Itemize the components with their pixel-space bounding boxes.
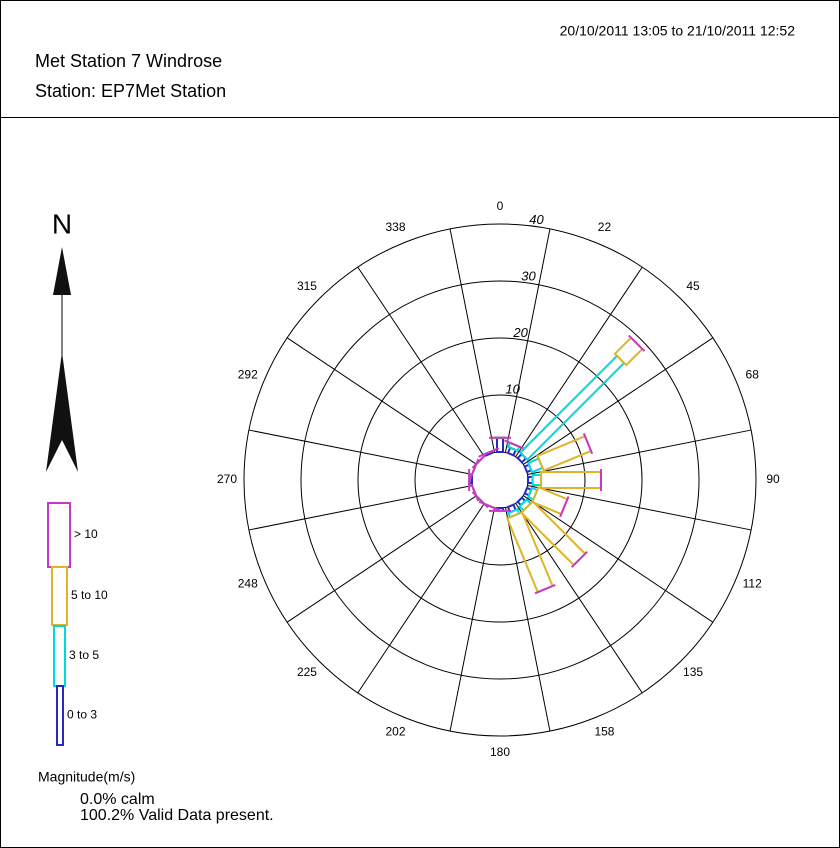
- direction-label: 135: [683, 665, 703, 679]
- direction-label: 202: [386, 724, 406, 738]
- rose-segment: [531, 474, 543, 486]
- north-arrow: [46, 247, 78, 472]
- ring: [243, 223, 757, 737]
- rose-segment: [471, 491, 489, 509]
- direction-label: 45: [686, 279, 700, 293]
- ring: [414, 394, 586, 566]
- rose-segment: [478, 447, 500, 458]
- direction-label: 225: [297, 665, 317, 679]
- legend-swatch: [51, 566, 68, 626]
- rose-segment: [570, 550, 588, 568]
- calm-note: 0.0% calm: [80, 791, 155, 808]
- valid-note: 100.2% Valid Data present.: [80, 807, 274, 824]
- direction-label: 158: [594, 724, 614, 738]
- ring: [300, 280, 700, 680]
- rose-segment: [582, 433, 594, 455]
- direction-label: 0: [497, 199, 504, 213]
- legend-swatch: [53, 625, 66, 687]
- legend-swatch: [56, 685, 64, 746]
- direction-label: 68: [746, 368, 760, 382]
- direction-label: 112: [743, 577, 762, 591]
- rose-segment: [496, 436, 504, 453]
- rose-segment: [540, 471, 602, 489]
- direction-label: 270: [217, 472, 237, 486]
- ring-label: 30: [521, 268, 536, 283]
- ring-label: 20: [512, 325, 528, 340]
- rose-segment: [468, 458, 480, 480]
- direction-label: 22: [598, 220, 612, 234]
- direction-label: 180: [490, 745, 510, 759]
- rose-segment: [478, 500, 500, 512]
- direction-label: 90: [766, 472, 780, 486]
- chart-title: Met Station 7 Windrose: [35, 51, 222, 71]
- legend-label: > 10: [74, 527, 98, 541]
- ring: [357, 337, 643, 623]
- ring-label: 10: [505, 381, 520, 396]
- direction-label: 315: [297, 279, 317, 293]
- legend-label: 0 to 3: [67, 708, 97, 722]
- direction-label: 292: [238, 368, 258, 382]
- rose-segment: [613, 336, 644, 367]
- legend-title: Magnitude(m/s): [38, 769, 135, 785]
- direction-label: 248: [238, 577, 258, 591]
- legend-swatch: [47, 502, 71, 568]
- chart-subtitle: Station: EP7Met Station: [35, 81, 226, 101]
- direction-label: 338: [386, 220, 406, 234]
- rose-segment: [628, 334, 646, 352]
- date-range: 20/10/2011 13:05 to 21/10/2011 12:52: [560, 23, 796, 39]
- rose-segment: [534, 583, 556, 595]
- north-label: N: [52, 208, 72, 239]
- rose-segment: [559, 496, 570, 518]
- ring-label: 40: [529, 212, 544, 227]
- legend-label: 3 to 5: [69, 648, 99, 662]
- legend-label: 5 to 10: [71, 588, 108, 602]
